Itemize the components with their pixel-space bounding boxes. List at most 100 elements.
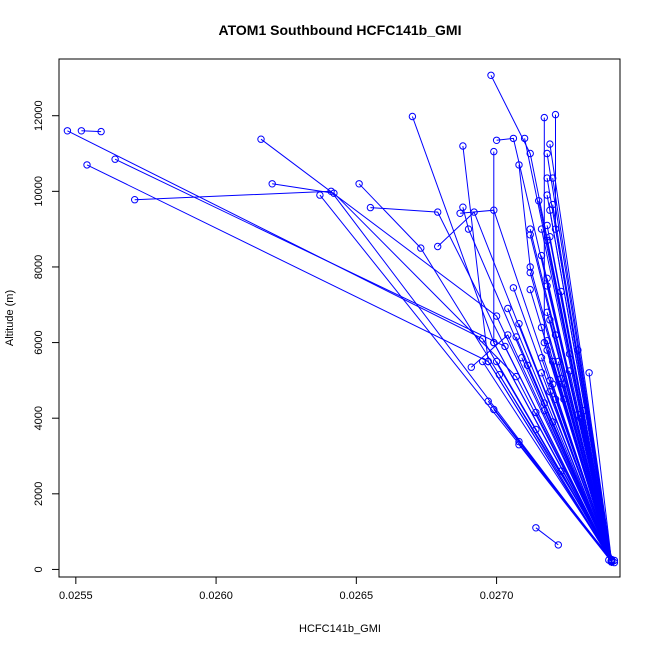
data-point: [540, 399, 548, 407]
y-tick-label: 12000: [33, 100, 45, 131]
data-point: [557, 287, 565, 296]
data-point: [554, 541, 562, 549]
data-point: [366, 203, 375, 212]
series-line: [552, 421, 613, 561]
series-line: [555, 399, 613, 561]
data-point: [490, 405, 498, 414]
data-point: [518, 354, 526, 362]
data-point: [543, 308, 551, 316]
data-point: [501, 342, 509, 351]
x-axis-label: HCFC141b_GMI: [299, 623, 381, 635]
x-tick-label: 0.0255: [59, 590, 93, 602]
series-line: [498, 374, 613, 562]
y-tick-label: 10000: [33, 176, 45, 207]
data-point: [515, 161, 523, 169]
series-line: [560, 470, 613, 563]
data-point: [526, 225, 534, 233]
data-point: [607, 558, 616, 566]
series-line: [482, 361, 613, 561]
data-point: [268, 180, 276, 188]
y-tick-label: 4000: [33, 406, 45, 430]
data-point: [515, 437, 523, 446]
series-line: [358, 183, 615, 561]
data-point: [540, 113, 548, 122]
data-point: [523, 361, 532, 369]
series-line: [470, 334, 613, 561]
y-tick-label: 8000: [33, 255, 45, 279]
data-point: [459, 203, 467, 211]
data-point: [551, 225, 560, 233]
data-point: [504, 331, 512, 339]
x-tick-label: 0.0260: [199, 590, 233, 602]
data-point: [490, 338, 498, 347]
data-point: [560, 395, 568, 403]
data-point: [557, 374, 565, 383]
data-point: [434, 208, 442, 216]
series-line: [569, 353, 613, 561]
data-point: [554, 357, 562, 366]
x-axis: 0.0255 0.0260 0.0265 0.0270: [59, 576, 513, 602]
series-line: [555, 334, 613, 562]
data-point: [484, 397, 492, 405]
data-point: [579, 406, 588, 415]
data-point: [526, 263, 534, 271]
series-line: [535, 412, 613, 561]
series-line: [114, 158, 613, 562]
series-line: [370, 207, 613, 561]
data-point: [490, 147, 498, 156]
data-point: [492, 357, 501, 366]
y-tick-label: 6000: [33, 330, 45, 354]
data-point: [478, 357, 487, 366]
data-point: [467, 363, 475, 371]
data-point: [577, 414, 585, 422]
chart-marks: [63, 71, 619, 567]
data-point: [537, 354, 546, 362]
data-point: [574, 346, 582, 354]
data-point: [543, 221, 551, 230]
data-point: [63, 127, 72, 135]
data-point: [464, 225, 473, 233]
data-point: [512, 333, 520, 341]
series-line: [563, 399, 613, 561]
y-axis: 0 2000 4000 6000 8000 10000 12000: [33, 100, 60, 573]
data-point: [509, 284, 518, 292]
data-point: [565, 350, 574, 358]
data-point: [551, 395, 560, 403]
series-line: [535, 527, 559, 546]
data-point: [610, 558, 619, 567]
data-point: [546, 233, 554, 241]
data-point: [549, 380, 557, 388]
series-line: [518, 441, 612, 561]
data-point: [551, 110, 560, 119]
chart-title: ATOM1 Southbound HCFC141b_GMI: [219, 22, 462, 38]
data-point: [535, 197, 543, 205]
y-tick-label: 0: [33, 566, 45, 572]
data-point: [543, 282, 551, 290]
data-point: [543, 191, 551, 199]
data-point: [526, 285, 534, 294]
data-point: [495, 371, 504, 379]
series-line: [563, 384, 613, 562]
series-line: [493, 151, 613, 561]
series-line: [588, 372, 613, 562]
y-tick-label: 2000: [33, 482, 45, 506]
series-line: [518, 444, 612, 563]
data-point: [557, 467, 565, 475]
data-point: [515, 441, 523, 449]
data-point: [487, 71, 495, 80]
data-point: [257, 135, 265, 143]
data-point: [540, 406, 548, 415]
series-line: [611, 561, 615, 564]
data-point: [543, 337, 551, 345]
data-point: [417, 244, 425, 252]
data-point: [537, 369, 546, 377]
data-point: [97, 127, 105, 136]
data-point: [551, 331, 560, 339]
data-point: [585, 369, 593, 377]
data-point: [492, 136, 501, 145]
data-point: [546, 316, 554, 324]
data-point: [520, 134, 529, 143]
series-line: [577, 350, 613, 561]
data-point: [532, 524, 540, 532]
